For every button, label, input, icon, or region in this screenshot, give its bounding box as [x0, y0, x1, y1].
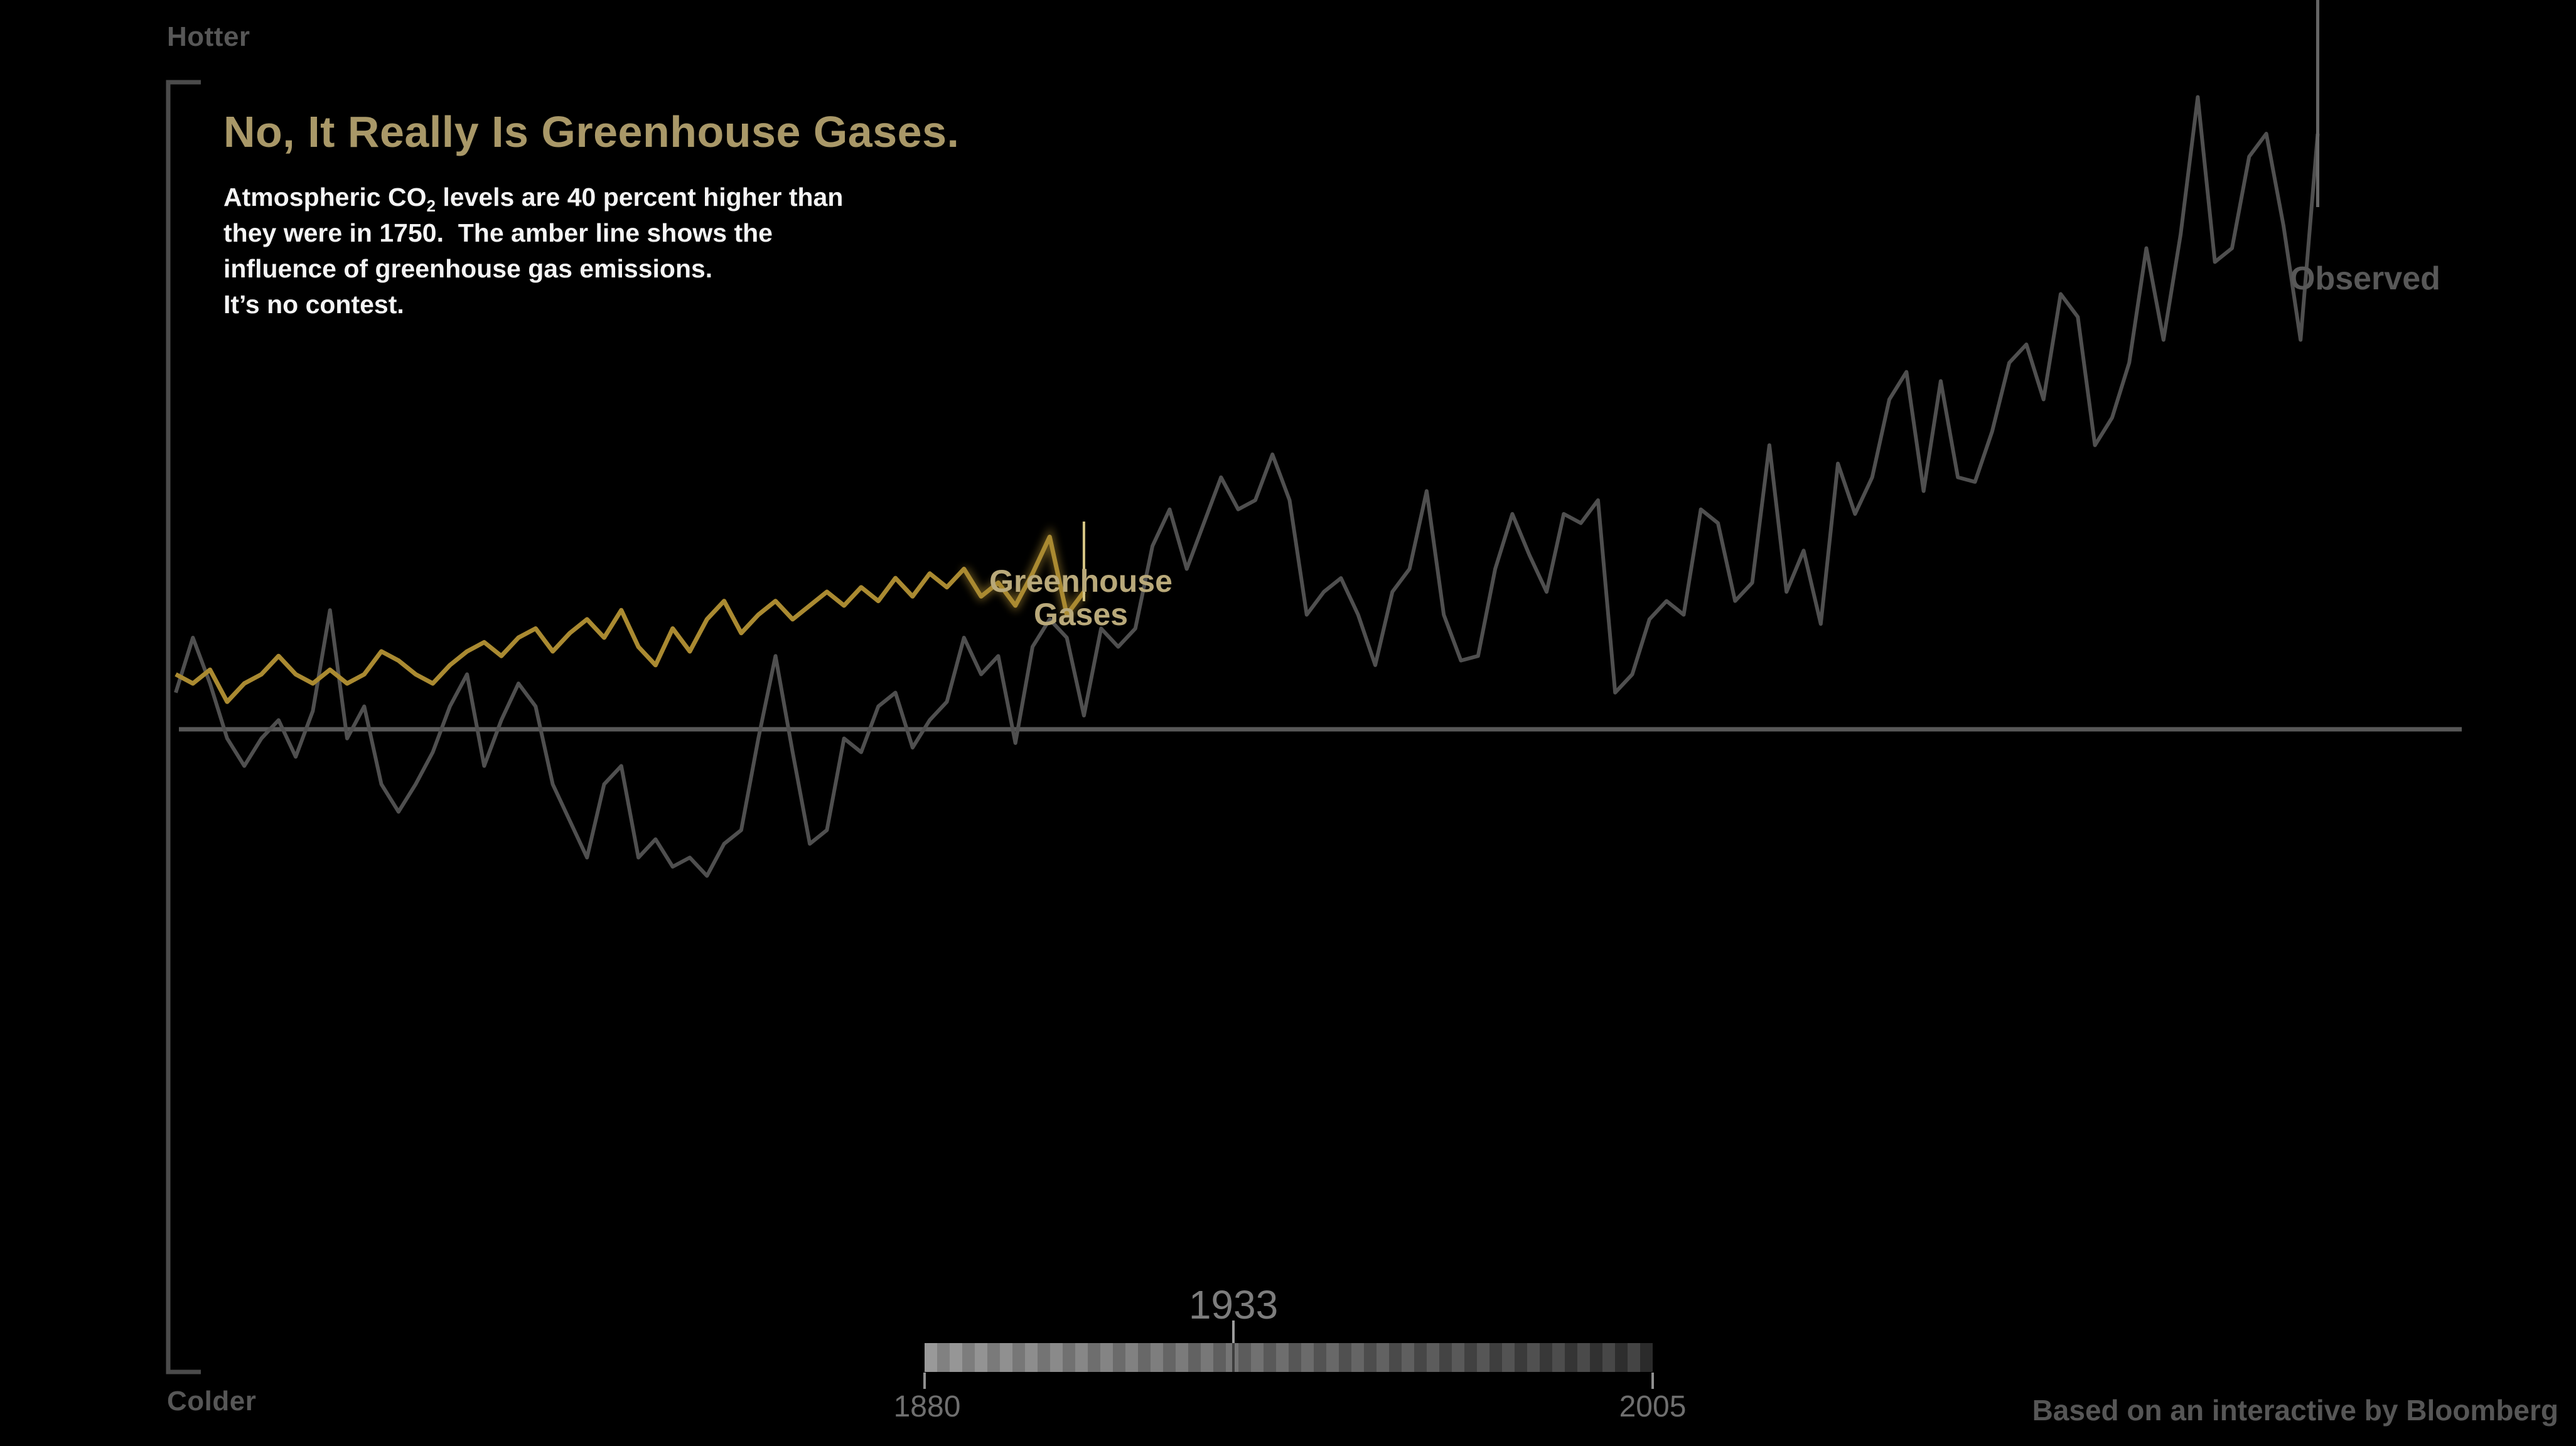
slider-stripe — [1088, 1343, 1100, 1372]
colder-axis-label: Colder — [167, 1386, 257, 1417]
slider-position-marker — [1232, 1343, 1235, 1372]
slider-stripe — [1000, 1343, 1012, 1372]
slider-stripe — [1050, 1343, 1063, 1372]
chart-subtitle: Atmospheric CO2 levels are 40 percent hi… — [223, 179, 1165, 323]
slider-stripe — [962, 1343, 975, 1372]
slider-stripe — [1628, 1343, 1640, 1372]
slider-stripe — [1100, 1343, 1113, 1372]
slider-stripe — [1515, 1343, 1527, 1372]
slider-stripe — [1251, 1343, 1264, 1372]
slider-stripe — [1012, 1343, 1025, 1372]
slider-stripe — [1351, 1343, 1364, 1372]
slider-stripe — [1289, 1343, 1301, 1372]
slider-stripe — [1414, 1343, 1427, 1372]
slider-stripe — [1402, 1343, 1414, 1372]
slider-stripe — [1025, 1343, 1038, 1372]
slider-stripe — [1213, 1343, 1226, 1372]
slider-stripe — [1427, 1343, 1439, 1372]
slider-stripe — [1552, 1343, 1565, 1372]
title-block: No, It Really Is Greenhouse Gases. Atmos… — [223, 107, 1165, 323]
slider-stripe — [1640, 1343, 1653, 1372]
subtitle-line-4: It’s no contest. — [223, 290, 404, 319]
subtitle-line-1: Atmospheric CO2 levels are 40 percent hi… — [223, 183, 844, 216]
slider-start-year-label: 1880 — [893, 1390, 961, 1423]
attribution-text: Based on an interactive by Bloomberg — [2032, 1394, 2558, 1427]
slider-stripe — [1489, 1343, 1502, 1372]
slider-stripe — [1377, 1343, 1389, 1372]
slider-stripe — [925, 1343, 937, 1372]
hotter-axis-label: Hotter — [167, 21, 250, 52]
slider-stripe — [1439, 1343, 1452, 1372]
slider-stripe — [1339, 1343, 1351, 1372]
slider-stripe — [1502, 1343, 1515, 1372]
greenhouse-gases-line-label: Greenhouse Gases — [893, 565, 1269, 631]
slider-stripe — [1201, 1343, 1213, 1372]
slider-position-handle[interactable] — [1232, 1320, 1235, 1343]
slider-stripe — [1452, 1343, 1464, 1372]
slider-stripe — [987, 1343, 1000, 1372]
slider-stripe — [1125, 1343, 1138, 1372]
slider-stripe — [1163, 1343, 1176, 1372]
slider-stripe — [950, 1343, 962, 1372]
slider-end-tick — [1651, 1373, 1654, 1389]
greenhouse-gases-line — [174, 534, 1086, 704]
slider-stripe — [1151, 1343, 1163, 1372]
slider-start-tick — [923, 1373, 926, 1389]
slider-stripe — [1527, 1343, 1540, 1372]
chart-title: No, It Really Is Greenhouse Gases. — [223, 107, 960, 156]
slider-stripe — [1314, 1343, 1326, 1372]
slider-stripe — [1602, 1343, 1615, 1372]
slider-stripe — [1238, 1343, 1251, 1372]
slider-stripe — [1389, 1343, 1402, 1372]
series-layer — [174, 0, 2320, 878]
slider-stripe — [1138, 1343, 1151, 1372]
slider-stripe — [1615, 1343, 1628, 1372]
slider-stripe — [1176, 1343, 1188, 1372]
observed-line — [174, 95, 2320, 878]
slider-end-year-label: 2005 — [1619, 1390, 1687, 1423]
y-axis-bracket — [166, 80, 201, 1374]
slider-stripe — [1063, 1343, 1075, 1372]
observed-line-label: Observed — [2290, 260, 2440, 297]
greenhouse-label-line-1: Greenhouse — [989, 564, 1173, 599]
slider-stripe — [1590, 1343, 1602, 1372]
slider-stripe — [975, 1343, 987, 1372]
slider-stripe — [1188, 1343, 1201, 1372]
slider-stripe — [1075, 1343, 1088, 1372]
slider-stripe — [1577, 1343, 1590, 1372]
slider-stripe — [1038, 1343, 1050, 1372]
slider-stripe — [1113, 1343, 1125, 1372]
slider-stripe — [1565, 1343, 1577, 1372]
slider-stripe — [1276, 1343, 1289, 1372]
slider-stripe — [1464, 1343, 1477, 1372]
slider-stripe — [937, 1343, 950, 1372]
slider-stripe — [1301, 1343, 1314, 1372]
slider-stripe — [1364, 1343, 1377, 1372]
co2-subscript: 2 — [426, 196, 436, 216]
subtitle-line-2: they were in 1750. The amber line shows … — [223, 218, 773, 247]
greenhouse-label-line-2: Gases — [1033, 597, 1129, 632]
year-slider-track[interactable] — [925, 1343, 1653, 1372]
slider-stripe — [1540, 1343, 1552, 1372]
slider-stripe — [1264, 1343, 1276, 1372]
subtitle-line-3: influence of greenhouse gas emissions. — [223, 254, 713, 283]
slider-stripe — [1477, 1343, 1489, 1372]
current-year-display: 1933 — [1188, 1282, 1279, 1327]
slider-stripe — [1326, 1343, 1339, 1372]
